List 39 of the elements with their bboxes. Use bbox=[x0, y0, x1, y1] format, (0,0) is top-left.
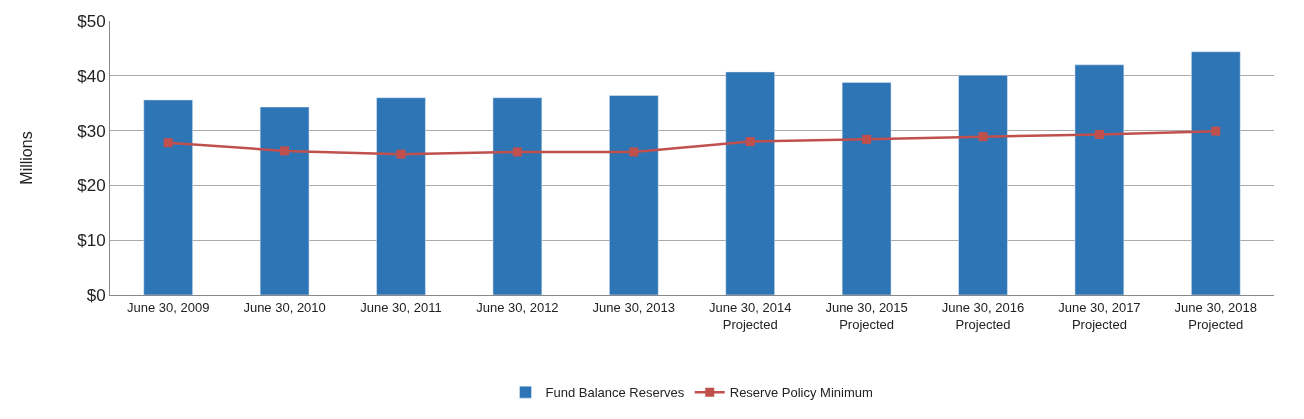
y-tick-label: $40 bbox=[77, 66, 106, 86]
x-tick-label: June 30, 2010 bbox=[243, 299, 326, 315]
point bbox=[862, 134, 872, 144]
y-tick-label: $50 bbox=[77, 11, 106, 31]
point bbox=[629, 147, 639, 157]
bar bbox=[376, 97, 426, 295]
x-tick-label: June 30, 2012 bbox=[476, 299, 559, 315]
point bbox=[280, 146, 290, 156]
x-tick-label: June 30, 2013 bbox=[592, 299, 675, 315]
point bbox=[512, 147, 522, 157]
x-tick-label: June 30, 2009 bbox=[127, 299, 210, 315]
point bbox=[978, 132, 988, 142]
bar bbox=[1191, 51, 1241, 295]
bar bbox=[259, 106, 310, 295]
bar bbox=[143, 99, 193, 295]
y-tick-label: $10 bbox=[77, 231, 106, 251]
point bbox=[1094, 129, 1104, 139]
point bbox=[1211, 126, 1221, 136]
y-axis-title: Millions bbox=[18, 131, 36, 185]
bar bbox=[841, 82, 892, 295]
point bbox=[163, 138, 173, 148]
legend-label: Reserve Policy Minimum bbox=[729, 385, 873, 401]
y-tick-label: $30 bbox=[77, 121, 106, 141]
y-tick-label: $0 bbox=[86, 285, 106, 305]
x-tick-label: June 30, 2016 Projected bbox=[941, 299, 1025, 332]
x-tick-label: June 30, 2017 Projected bbox=[1058, 299, 1141, 332]
x-tick-label: June 30, 2011 bbox=[360, 299, 442, 315]
point bbox=[396, 149, 406, 159]
bar bbox=[1074, 64, 1125, 295]
legend-label: Fund Balance Reserves bbox=[545, 385, 685, 401]
bar bbox=[725, 71, 775, 295]
y-tick-label: $20 bbox=[77, 176, 106, 196]
bar bbox=[958, 75, 1008, 295]
x-tick-label: June 30, 2014 Projected bbox=[709, 299, 792, 332]
point bbox=[745, 137, 755, 147]
bar bbox=[492, 97, 543, 295]
x-tick-label: June 30, 2018 Projected bbox=[1174, 299, 1257, 332]
x-tick-label: June 30, 2015 Projected bbox=[825, 299, 908, 332]
bar bbox=[609, 95, 659, 295]
